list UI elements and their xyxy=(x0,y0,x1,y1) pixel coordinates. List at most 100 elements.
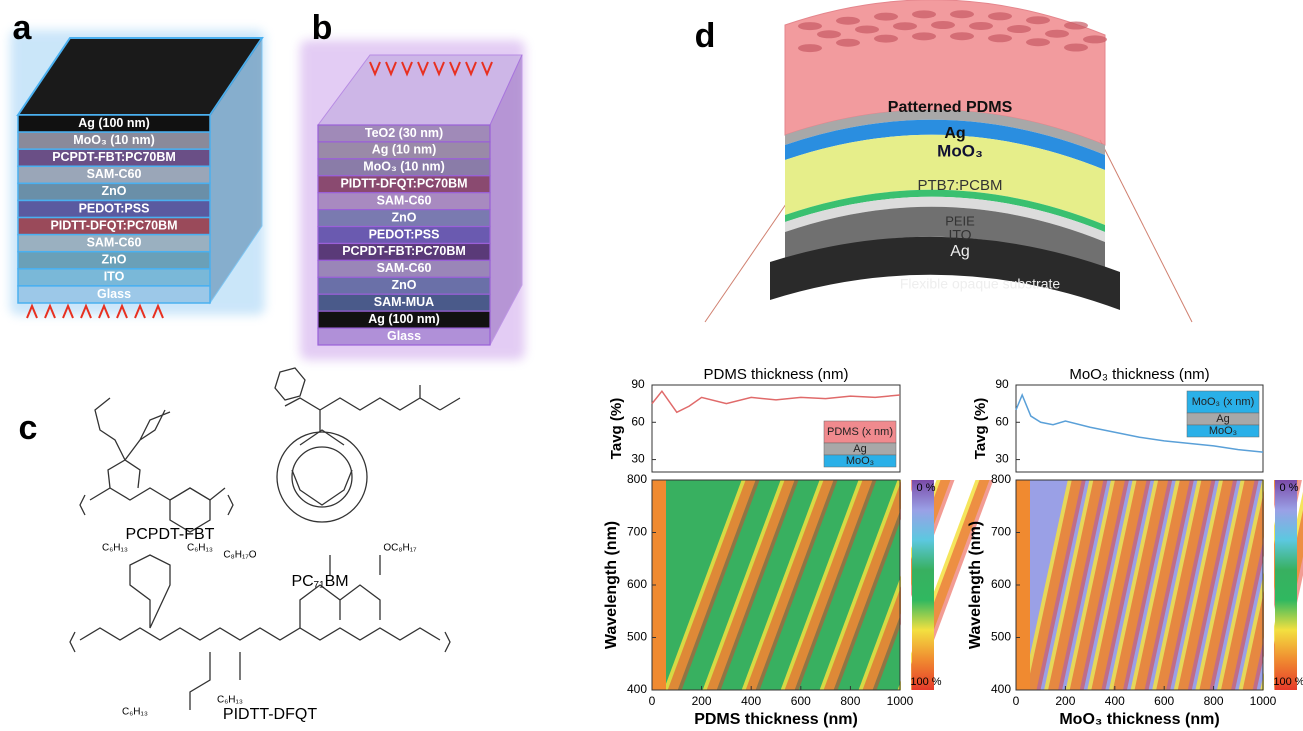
label: Ag (100 nm) xyxy=(368,312,440,326)
heatmap-band xyxy=(1048,480,1108,690)
label: ZnO xyxy=(392,210,417,224)
y-axis-label: Wavelength (nm) xyxy=(967,521,984,649)
arrow-head xyxy=(369,61,381,77)
line xyxy=(651,389,901,414)
line xyxy=(1015,392,1264,453)
label: SAM-C60 xyxy=(87,167,142,181)
y-axis-label: Tavg (%) xyxy=(972,398,989,459)
label: c xyxy=(19,409,38,447)
label: 600 xyxy=(627,577,647,591)
label: PDMS thickness (nm) xyxy=(694,711,858,728)
pdms-pattern xyxy=(798,22,822,31)
arrow-head xyxy=(134,303,146,319)
label: SAM-C60 xyxy=(87,235,142,249)
arrow-head xyxy=(116,303,128,319)
label: ZnO xyxy=(102,184,127,198)
arrow-head xyxy=(465,61,477,77)
heatmap xyxy=(652,480,994,690)
label: 100 % xyxy=(910,676,941,688)
label: Ag (10 nm) xyxy=(372,143,437,157)
inset-layer xyxy=(823,454,897,468)
label: 100 % xyxy=(1273,676,1303,688)
label: 700 xyxy=(991,525,1011,539)
label: PEIE xyxy=(945,213,975,228)
colorbar xyxy=(912,480,934,690)
label: 0 % xyxy=(1280,482,1299,494)
label: 0 % xyxy=(917,482,936,494)
label: 1000 xyxy=(1250,694,1277,708)
arrow-head xyxy=(449,61,461,77)
label: 800 xyxy=(627,472,647,486)
mask xyxy=(1264,475,1274,695)
label: PCPDT-FBT:PC70BM xyxy=(342,244,466,258)
pdms-pattern xyxy=(1026,38,1050,47)
label: ZnO xyxy=(392,278,417,292)
label: ZnO xyxy=(102,253,127,267)
heatmap-band xyxy=(1069,480,1129,690)
label: MoO₃ (10 nm) xyxy=(73,133,154,147)
label: 600 xyxy=(991,577,1011,591)
label: Patterned PDMS xyxy=(888,99,1013,116)
label: b xyxy=(312,9,333,47)
label: 800 xyxy=(840,694,860,708)
pdms-pattern xyxy=(931,21,955,30)
label: MoO₃ xyxy=(1209,425,1237,437)
label: 30 xyxy=(631,452,645,466)
label: 60 xyxy=(995,414,1009,428)
layer xyxy=(17,285,211,304)
pdms-pattern xyxy=(1064,43,1088,52)
label: C₆H₁₃ xyxy=(102,543,128,554)
arrow-head xyxy=(44,303,56,319)
label: C₈H₁₇O xyxy=(223,550,256,561)
label: 800 xyxy=(1204,694,1224,708)
label: d xyxy=(695,17,716,55)
pdms-pattern xyxy=(817,30,841,39)
label: Ag (100 nm) xyxy=(78,116,150,130)
pdms-pattern xyxy=(874,12,898,21)
heatmap-band xyxy=(1177,480,1238,690)
label: Ag xyxy=(853,443,866,455)
label: SAM-C60 xyxy=(377,193,432,207)
heatmap-band xyxy=(1026,480,1086,690)
device-layer xyxy=(785,196,1105,242)
arrow-head xyxy=(80,303,92,319)
label: PDMS thickness (nm) xyxy=(703,366,848,383)
label: SAM-MUA xyxy=(374,295,434,309)
label: 600 xyxy=(791,694,811,708)
heatmap-band xyxy=(1091,480,1151,690)
label: PIDTT-DFQT:PC70BM xyxy=(340,177,467,191)
pdms-pattern xyxy=(950,32,974,41)
arrow-head xyxy=(433,61,445,77)
label: 200 xyxy=(692,694,712,708)
heatmap-band xyxy=(706,480,799,690)
label: 400 xyxy=(991,682,1011,696)
arrow-head xyxy=(385,61,397,77)
device-layer xyxy=(785,206,1105,272)
label: MoO₃ (10 nm) xyxy=(363,160,444,174)
arrow-head xyxy=(417,61,429,77)
heatmap-band xyxy=(823,480,916,690)
pdms-pattern xyxy=(1064,21,1088,30)
label: 500 xyxy=(627,630,647,644)
label: PIDTT-DFQT xyxy=(223,706,317,723)
pdms-pattern xyxy=(988,12,1012,21)
pdms-pattern xyxy=(1045,29,1069,38)
heatmap-band xyxy=(1134,480,1194,690)
device-layer xyxy=(785,109,1105,155)
pdms-pattern xyxy=(1007,25,1031,34)
y-axis-label: Tavg (%) xyxy=(608,398,625,459)
inset-layer xyxy=(1186,424,1260,438)
pdms-pattern xyxy=(798,44,822,53)
mask xyxy=(901,475,911,695)
connector xyxy=(1099,139,1193,323)
label: Ag xyxy=(950,243,970,260)
label: 400 xyxy=(741,694,761,708)
label: 30 xyxy=(995,452,1009,466)
label: 90 xyxy=(631,377,645,391)
label: MoO₃ thickness (nm) xyxy=(1069,366,1209,383)
label: MoO₃ (x nm) xyxy=(1192,396,1255,408)
label: 700 xyxy=(627,525,647,539)
label: 90 xyxy=(995,377,1009,391)
label: MoO₃ xyxy=(937,141,983,160)
label: C₆H₁₃ xyxy=(187,543,213,554)
